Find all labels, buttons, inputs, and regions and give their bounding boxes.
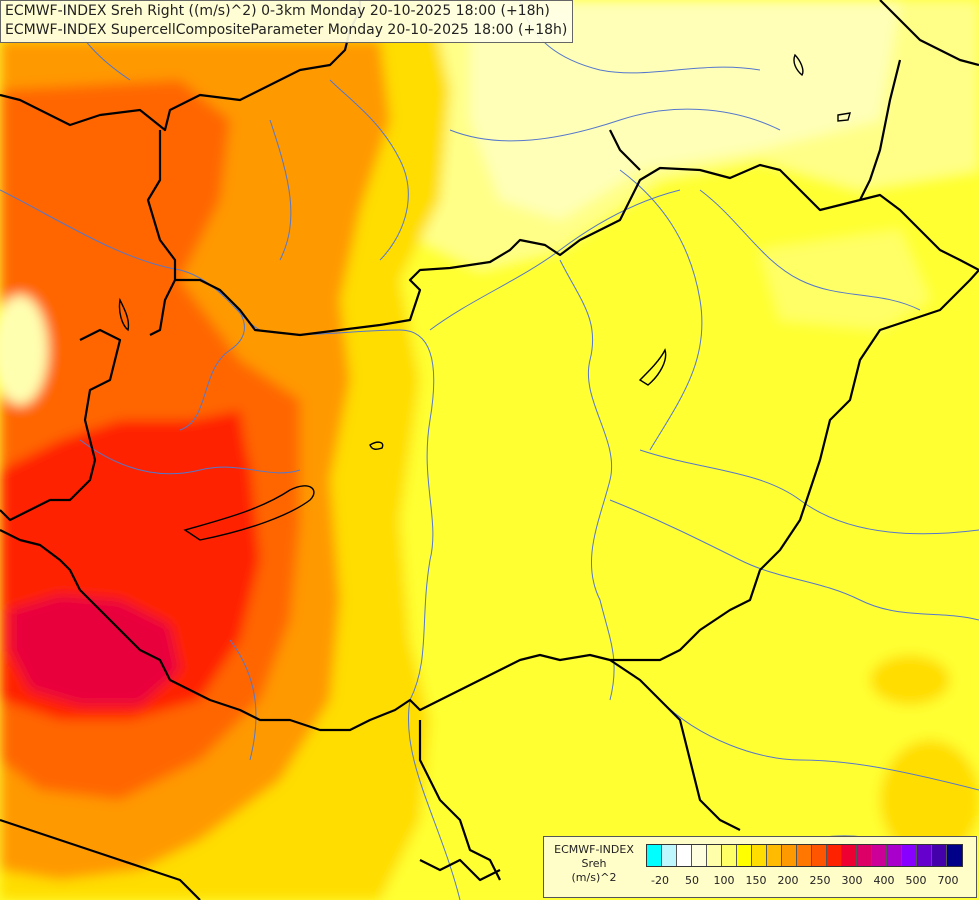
legend-tick-label: 50 xyxy=(685,874,699,887)
legend-ticks: -20 50 100 150 200 250 300 400 500 700 xyxy=(646,874,976,890)
legend-swatch xyxy=(872,845,887,866)
color-legend: ECMWF-INDEX Sreh (m/s)^2 -20 50 100 150 200 2… xyxy=(543,836,977,898)
legend-tick-label: 100 xyxy=(713,874,735,887)
legend-swatch xyxy=(767,845,782,866)
legend-swatch xyxy=(782,845,797,866)
legend-swatch xyxy=(902,845,917,866)
legend-swatch xyxy=(827,845,842,866)
legend-tick-label: 500 xyxy=(905,874,927,887)
legend-swatch xyxy=(677,845,692,866)
legend-swatch xyxy=(857,845,872,866)
legend-swatch xyxy=(647,845,662,866)
map-header: ECMWF-INDEX Sreh Right ((m/s)^2) 0-3km M… xyxy=(0,0,574,43)
legend-tick-label: 150 xyxy=(745,874,767,887)
legend-title: ECMWF-INDEX Sreh (m/s)^2 xyxy=(544,843,644,885)
legend-swatch xyxy=(842,845,857,866)
legend-swatch xyxy=(707,845,722,866)
legend-swatch xyxy=(662,845,677,866)
legend-swatch xyxy=(737,845,752,866)
legend-swatch xyxy=(812,845,827,866)
legend-swatch xyxy=(797,845,812,866)
lakes xyxy=(118,53,851,541)
legend-swatch xyxy=(692,845,707,866)
legend-swatch xyxy=(917,845,932,866)
legend-swatch xyxy=(932,845,947,866)
header-title-line1: ECMWF-INDEX Sreh Right ((m/s)^2) 0-3km M… xyxy=(5,3,550,19)
legend-swatches xyxy=(646,844,963,867)
legend-swatch xyxy=(887,845,902,866)
legend-title-line2: Sreh xyxy=(581,857,607,870)
legend-swatch xyxy=(752,845,767,866)
legend-swatch xyxy=(947,845,962,866)
legend-swatch xyxy=(722,845,737,866)
header-title-line2: ECMWF-INDEX SupercellCompositeParameter … xyxy=(5,22,568,38)
legend-title-line1: ECMWF-INDEX xyxy=(554,843,634,856)
legend-tick-label: 250 xyxy=(809,874,831,887)
legend-tick-label: 200 xyxy=(777,874,799,887)
legend-tick-label: 700 xyxy=(937,874,959,887)
legend-tick-label: 400 xyxy=(873,874,895,887)
legend-title-line3: (m/s)^2 xyxy=(571,871,617,884)
legend-tick-label: -20 xyxy=(651,874,669,887)
legend-tick-label: 300 xyxy=(841,874,863,887)
